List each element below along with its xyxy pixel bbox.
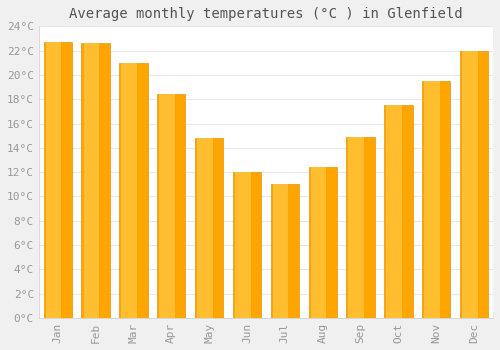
Bar <box>462 51 477 318</box>
Bar <box>84 43 99 318</box>
Bar <box>46 42 62 318</box>
Bar <box>119 63 148 318</box>
Bar <box>157 94 186 318</box>
Bar <box>235 172 250 318</box>
Bar <box>310 167 326 318</box>
Bar <box>270 184 299 318</box>
Bar <box>197 138 212 318</box>
Bar <box>159 94 175 318</box>
Bar <box>122 63 137 318</box>
Bar <box>195 138 224 318</box>
Bar <box>422 81 450 318</box>
Bar <box>82 43 110 318</box>
Bar <box>273 184 288 318</box>
Title: Average monthly temperatures (°C ) in Glenfield: Average monthly temperatures (°C ) in Gl… <box>69 7 462 21</box>
Bar <box>384 105 412 318</box>
Bar <box>233 172 261 318</box>
Bar <box>346 137 375 318</box>
Bar <box>424 81 440 318</box>
Bar <box>460 51 488 318</box>
Bar <box>386 105 402 318</box>
Bar <box>348 137 364 318</box>
Bar <box>44 42 72 318</box>
Bar <box>308 167 337 318</box>
